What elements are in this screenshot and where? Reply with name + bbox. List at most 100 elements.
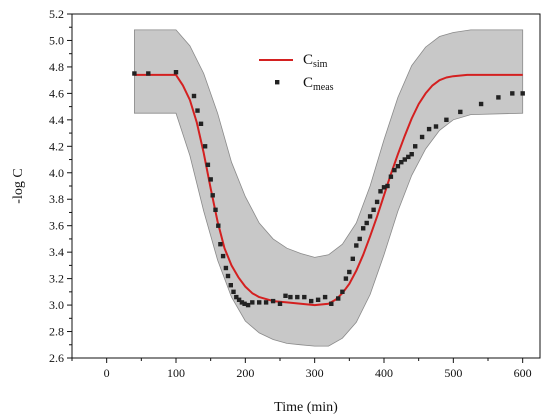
meas-point (270, 298, 276, 304)
meas-point (419, 134, 425, 140)
meas-point (371, 207, 376, 212)
meas-point (402, 157, 407, 162)
meas-point (388, 174, 394, 179)
x-axis-ticks: 0 100 200 300 400 500 600 (71, 358, 532, 380)
meas-point (234, 294, 239, 300)
meas-point (413, 144, 418, 149)
y-tick-label: 3.2 (49, 272, 64, 286)
meas-point (336, 296, 341, 301)
meas-point (444, 117, 449, 122)
meas-point (218, 242, 223, 247)
meas-point (315, 297, 321, 302)
meas-point (381, 185, 387, 190)
x-tick-label: 400 (375, 366, 393, 380)
y-tick-label: 3.8 (49, 192, 64, 206)
y-tick-label: 3.4 (49, 245, 64, 259)
meas-point (198, 121, 204, 126)
meas-point (263, 300, 269, 305)
meas-point (496, 95, 501, 100)
meas-point (257, 300, 262, 305)
meas-point (409, 152, 414, 157)
meas-point (458, 109, 463, 115)
y-tick-label: 3.0 (49, 298, 64, 312)
y-axis-ticks: 2.6 2.8 3.0 3.2 3.4 3.6 3.8 4.0 4.2 4.4 4.6 4.8 5.0 5… (49, 7, 72, 365)
legend-sim-name: C (303, 52, 313, 68)
meas-point (195, 108, 200, 113)
x-tick-label: 200 (236, 366, 254, 380)
meas-point (191, 93, 197, 99)
meas-point (295, 294, 300, 300)
legend-sim-label: Csim (303, 52, 328, 70)
meas-point (132, 71, 137, 76)
meas-point (374, 199, 380, 205)
meas-point (216, 223, 221, 228)
y-tick-label: 2.6 (49, 351, 64, 365)
y-tick-label: 3.6 (49, 219, 64, 233)
x-tick-label: 100 (167, 366, 185, 380)
legend: Csim Cmeas (259, 52, 334, 93)
meas-point (329, 301, 334, 306)
y-tick-label: 5.2 (49, 7, 64, 21)
y-tick-label: 5.0 (49, 33, 64, 47)
meas-point (426, 126, 432, 132)
meas-point (288, 294, 293, 300)
meas-point (378, 189, 383, 194)
sim-series-line (134, 73, 523, 307)
meas-point (478, 101, 484, 107)
meas-point (146, 71, 151, 76)
simulated-line-layer (134, 73, 523, 307)
meas-point (205, 162, 211, 167)
meas-point (245, 302, 251, 308)
legend-meas-subscript: meas (313, 82, 334, 93)
x-tick-label: 500 (444, 366, 462, 380)
meas-point (406, 154, 411, 160)
legend-meas-swatch (275, 80, 280, 85)
meas-point (367, 214, 373, 219)
legend-meas-label: Cmeas (303, 75, 334, 93)
meas-point (236, 297, 242, 302)
meas-point (354, 243, 359, 248)
meas-point (343, 276, 349, 281)
meas-point (361, 226, 366, 231)
meas-point (208, 177, 213, 182)
meas-point (223, 265, 229, 271)
legend-sim-subscript: sim (313, 59, 328, 70)
meas-point (510, 91, 515, 96)
meas-point (202, 144, 208, 149)
meas-point (231, 289, 236, 294)
meas-point (520, 91, 525, 96)
meas-point (395, 164, 401, 169)
meas-point (220, 253, 226, 259)
meas-point (357, 236, 362, 242)
meas-point (385, 183, 390, 189)
y-tick-label: 2.8 (49, 325, 64, 339)
meas-point (309, 298, 314, 304)
measured-points-layer (132, 70, 525, 308)
y-tick-label: 4.0 (49, 166, 64, 180)
x-tick-label: 600 (514, 366, 532, 380)
y-tick-label: 4.2 (49, 139, 64, 153)
meas-point (340, 289, 345, 294)
x-axis-label: Time (min) (274, 400, 338, 415)
meas-point (350, 256, 355, 261)
meas-point (364, 220, 369, 226)
meas-point (277, 301, 283, 306)
meas-point (302, 294, 307, 300)
meas-point (283, 293, 288, 298)
meas-point (399, 160, 404, 165)
meas-point (347, 269, 352, 275)
legend-meas-name: C (303, 75, 313, 91)
x-tick-label: 300 (306, 366, 324, 380)
x-tick-label: 0 (104, 366, 110, 380)
meas-point (213, 207, 218, 212)
meas-point (392, 167, 397, 173)
meas-point (242, 301, 247, 306)
meas-point (250, 300, 255, 305)
meas-point (433, 124, 439, 129)
y-tick-label: 4.4 (49, 113, 64, 127)
y-axis-label: -log C (11, 168, 26, 203)
meas-point (322, 294, 328, 300)
y-tick-label: 4.8 (49, 60, 64, 74)
meas-point (239, 300, 245, 305)
meas-point (173, 70, 179, 75)
